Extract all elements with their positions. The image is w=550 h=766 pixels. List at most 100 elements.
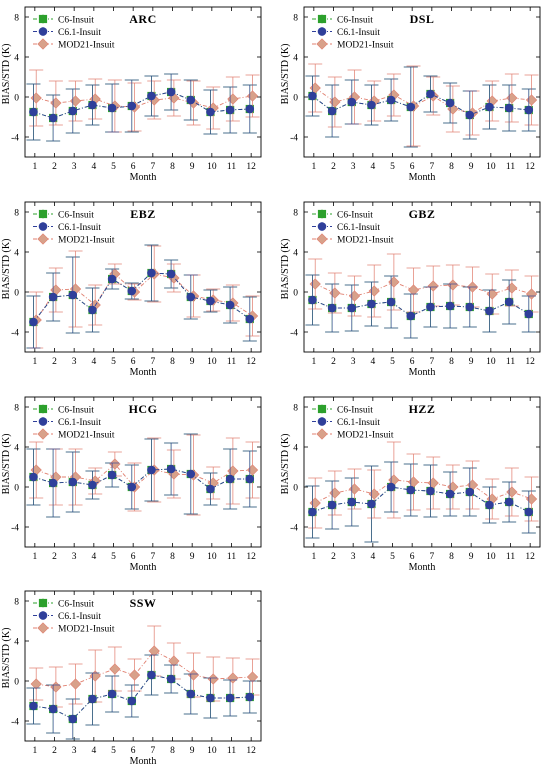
y-axis-label: BIAS/STD (K) (280, 239, 291, 300)
x-tick-label: 4 (370, 162, 375, 172)
x-tick-label: 10 (486, 357, 496, 367)
data-point (367, 499, 376, 509)
data-point (68, 290, 78, 300)
data-point (127, 101, 137, 111)
legend-marker (38, 417, 48, 426)
legend-label: MOD21-Insuit (337, 236, 394, 246)
data-point (107, 274, 117, 284)
y-tick-label: 8 (293, 209, 298, 219)
y-tick-label: -4 (11, 329, 19, 339)
x-tick-label: 6 (131, 746, 136, 756)
data-point (246, 464, 259, 476)
x-tick-label: 7 (150, 552, 155, 562)
data-point (347, 303, 357, 313)
data-point (367, 299, 376, 309)
x-axis-label: Month (130, 367, 157, 378)
plot-frame (24, 6, 262, 158)
y-tick-label: 0 (14, 289, 19, 299)
data-point (447, 279, 459, 291)
series-c6-insuit (305, 461, 536, 543)
legend-label: C6-Insuit (58, 211, 94, 221)
x-tick-label: 2 (52, 357, 57, 367)
data-point (386, 95, 396, 105)
data-point (166, 87, 176, 97)
data-point (309, 497, 321, 509)
x-tick-label: 5 (390, 162, 395, 172)
y-axis-label: BIAS/STD (K) (280, 434, 291, 495)
data-point (427, 280, 439, 292)
series-c6-1-insuit (305, 66, 536, 148)
legend: C6-Insuit C6.1-Insuit MOD21-Insuit (33, 14, 115, 51)
data-point (524, 507, 534, 517)
x-tick-label: 8 (449, 357, 454, 367)
y-tick-label: -4 (11, 524, 19, 534)
data-point (166, 674, 176, 684)
data-point (445, 489, 455, 499)
legend-label: C6-Insuit (337, 211, 373, 221)
x-tick-label: 1 (32, 357, 37, 367)
data-point (329, 96, 341, 108)
series-line (36, 95, 253, 109)
x-tick-label: 10 (207, 552, 217, 562)
plot-frame (303, 201, 541, 353)
legend-label: MOD21-Insuit (337, 41, 394, 51)
data-point (327, 500, 337, 510)
series-line (314, 87, 532, 114)
data-point (465, 487, 475, 497)
data-point (246, 90, 259, 102)
data-point (68, 106, 78, 116)
x-tick-label: 12 (525, 162, 535, 172)
data-point (186, 292, 196, 302)
series-line (33, 674, 250, 720)
y-tick-label: 8 (14, 598, 19, 608)
panel-title: GBZ (409, 207, 436, 221)
series-line (35, 273, 253, 321)
x-tick-label: 4 (91, 357, 96, 367)
data-point (386, 482, 396, 492)
data-point (245, 104, 255, 114)
legend-label: C6-Insuit (58, 16, 94, 26)
data-point (246, 671, 259, 683)
data-point (445, 301, 455, 311)
x-tick-label: 11 (506, 357, 515, 367)
y-tick-label: 8 (293, 404, 298, 414)
data-point (48, 704, 58, 714)
data-point (29, 317, 38, 327)
legend-marker (38, 222, 48, 231)
data-point (29, 107, 38, 117)
data-point (504, 497, 514, 507)
x-tick-label: 10 (207, 746, 217, 756)
x-tick-label: 6 (131, 552, 136, 562)
series-line (312, 93, 529, 116)
x-tick-label: 3 (351, 552, 356, 562)
data-point (506, 282, 518, 294)
x-tick-label: 4 (91, 162, 96, 172)
x-tick-label: 5 (111, 357, 116, 367)
y-tick-label: 8 (14, 14, 19, 24)
data-point (445, 98, 455, 108)
data-point (48, 292, 58, 302)
data-point (206, 296, 215, 306)
data-point (308, 91, 317, 101)
data-point (485, 306, 494, 316)
x-tick-label: 11 (506, 162, 515, 172)
x-tick-label: 12 (246, 357, 256, 367)
legend-label: C6.1-Insuit (58, 418, 101, 428)
data-point (406, 485, 416, 495)
data-point (207, 673, 219, 685)
legend-marker (317, 209, 327, 219)
data-point (504, 103, 514, 113)
y-axis-label: BIAS/STD (K) (1, 239, 12, 300)
y-tick-label: -4 (290, 524, 298, 534)
data-point (427, 477, 439, 489)
series-mod21-insuit (29, 434, 260, 516)
y-tick-label: 8 (293, 14, 298, 24)
legend-label: MOD21-Insuit (58, 41, 115, 51)
panel-title: HCG (129, 402, 158, 416)
x-tick-label: 8 (449, 162, 454, 172)
data-point (524, 309, 534, 319)
data-point (225, 300, 235, 310)
